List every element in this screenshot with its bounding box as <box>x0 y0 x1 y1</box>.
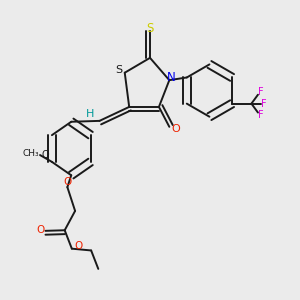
Text: O: O <box>74 241 82 251</box>
Text: O: O <box>172 124 180 134</box>
Text: F: F <box>257 87 263 97</box>
Text: CH₃: CH₃ <box>22 149 39 158</box>
Text: O: O <box>42 150 49 160</box>
Text: H: H <box>86 109 95 119</box>
Text: S: S <box>146 22 154 34</box>
Text: O: O <box>36 225 44 235</box>
Text: F: F <box>257 110 263 120</box>
Text: S: S <box>115 65 122 75</box>
Text: F: F <box>261 99 267 109</box>
Text: O: O <box>63 177 71 187</box>
Text: N: N <box>167 71 176 84</box>
